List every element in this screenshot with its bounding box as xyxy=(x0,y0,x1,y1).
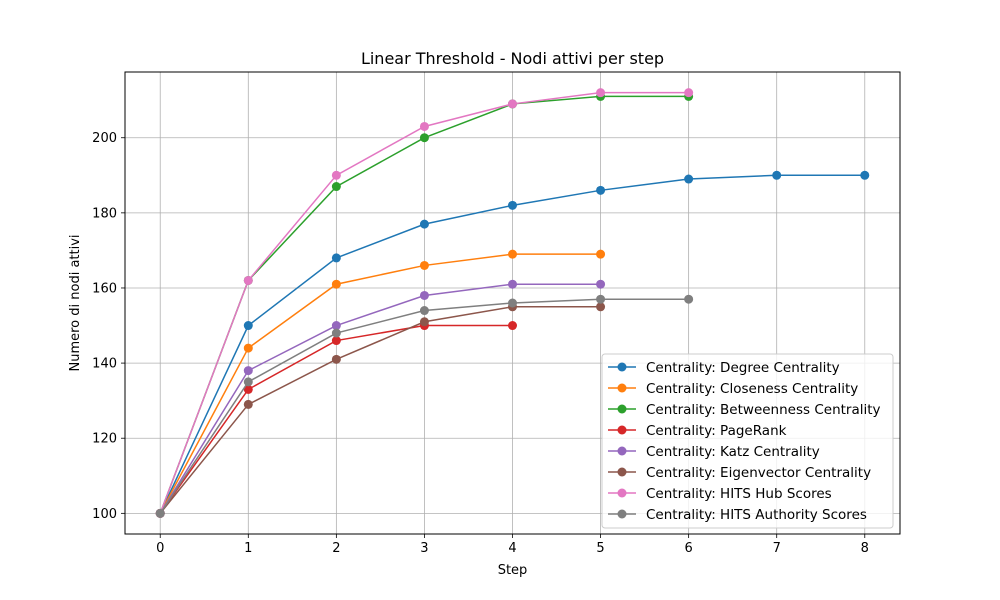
legend-marker xyxy=(617,467,627,477)
legend-item: Centrality: Closeness Centrality xyxy=(608,381,858,397)
data-point xyxy=(331,354,341,364)
legend-item: Centrality: Degree Centrality xyxy=(608,360,840,376)
x-tick-label: 3 xyxy=(420,541,428,556)
legend-marker xyxy=(617,488,627,498)
series-7 xyxy=(155,88,694,518)
series-8 xyxy=(155,294,694,518)
legend-label: Centrality: HITS Hub Scores xyxy=(646,486,832,502)
data-point xyxy=(419,121,429,131)
legend-item: Centrality: Betweenness Centrality xyxy=(608,402,881,418)
x-tick-label: 7 xyxy=(773,541,781,556)
data-point xyxy=(508,298,517,308)
data-point xyxy=(508,321,517,331)
series-line xyxy=(159,283,601,514)
data-point xyxy=(508,249,517,259)
series-layer xyxy=(155,88,870,518)
data-point xyxy=(243,321,253,331)
legend-marker xyxy=(617,425,627,435)
legend-item: Centrality: Katz Centrality xyxy=(608,444,820,460)
chart-title: Linear Threshold - Nodi attivi per step xyxy=(361,49,664,68)
series-1 xyxy=(155,170,870,518)
legend-marker xyxy=(617,404,627,414)
ticks: 0 1 2 3 4 5 6 7 8 100 120 140 160 180 200 xyxy=(92,131,869,556)
data-point xyxy=(772,170,782,180)
x-tick-label: 1 xyxy=(244,541,252,556)
legend-marker xyxy=(617,446,627,456)
data-point xyxy=(331,170,341,180)
data-point xyxy=(243,399,253,409)
data-point xyxy=(331,328,341,338)
y-tick-label: 160 xyxy=(92,281,117,296)
data-point xyxy=(596,279,606,289)
legend-label: Centrality: HITS Authority Scores xyxy=(646,507,867,523)
data-point xyxy=(508,279,517,289)
x-axis-label: Step xyxy=(498,563,528,578)
data-point xyxy=(331,336,341,346)
y-tick-label: 100 xyxy=(92,507,117,522)
legend-item: Centrality: HITS Hub Scores xyxy=(608,486,832,502)
x-tick-label: 2 xyxy=(332,541,340,556)
data-point xyxy=(331,321,341,331)
data-point xyxy=(596,185,606,195)
data-point xyxy=(684,88,694,98)
y-tick-label: 200 xyxy=(92,131,117,146)
data-point xyxy=(155,508,165,518)
data-point xyxy=(331,182,341,192)
data-point xyxy=(243,343,253,353)
data-point xyxy=(243,377,253,387)
legend-label: Centrality: Betweenness Centrality xyxy=(646,402,881,418)
y-axis-label: Numero di nodi attivi xyxy=(68,234,83,371)
data-point xyxy=(596,88,606,98)
legend-item: Centrality: HITS Authority Scores xyxy=(608,507,867,523)
data-point xyxy=(684,174,694,184)
data-point xyxy=(419,290,429,300)
data-point xyxy=(860,170,870,180)
x-tick-label: 0 xyxy=(156,541,164,556)
legend-box xyxy=(601,353,894,529)
data-point xyxy=(331,253,341,263)
legend-marker xyxy=(617,509,627,519)
y-tick-label: 180 xyxy=(92,206,117,221)
data-point xyxy=(596,249,606,259)
x-tick-label: 4 xyxy=(508,541,516,556)
data-point xyxy=(596,302,606,312)
data-point xyxy=(243,384,253,394)
y-tick-label: 140 xyxy=(92,357,117,372)
legend-label: Centrality: Closeness Centrality xyxy=(646,381,858,397)
data-point xyxy=(684,294,694,304)
data-point xyxy=(508,99,517,109)
x-tick-label: 5 xyxy=(596,541,604,556)
data-point xyxy=(508,200,517,210)
legend-label: Centrality: Degree Centrality xyxy=(646,360,840,376)
data-point xyxy=(419,133,429,143)
series-6 xyxy=(155,302,606,518)
legend-label: Centrality: Eigenvector Centrality xyxy=(646,465,871,481)
data-point xyxy=(243,366,253,376)
data-point xyxy=(243,275,253,285)
legend-label: Centrality: PageRank xyxy=(646,423,787,439)
y-tick-label: 120 xyxy=(92,432,117,447)
series-line xyxy=(159,306,601,514)
legend-item: Centrality: Eigenvector Centrality xyxy=(608,465,871,481)
data-point xyxy=(331,279,341,289)
data-point xyxy=(596,294,606,304)
legend-label: Centrality: Katz Centrality xyxy=(646,444,820,460)
data-point xyxy=(419,219,429,229)
legend-item: Centrality: PageRank xyxy=(608,423,787,439)
data-point xyxy=(419,260,429,270)
data-point xyxy=(419,306,429,316)
x-tick-label: 6 xyxy=(684,541,692,556)
data-point xyxy=(419,317,429,327)
x-tick-label: 8 xyxy=(861,541,869,556)
legend-marker xyxy=(617,362,627,372)
series-line xyxy=(159,253,601,514)
legend: Centrality: Degree Centrality Centrality:… xyxy=(601,353,894,529)
legend-marker xyxy=(617,383,627,393)
